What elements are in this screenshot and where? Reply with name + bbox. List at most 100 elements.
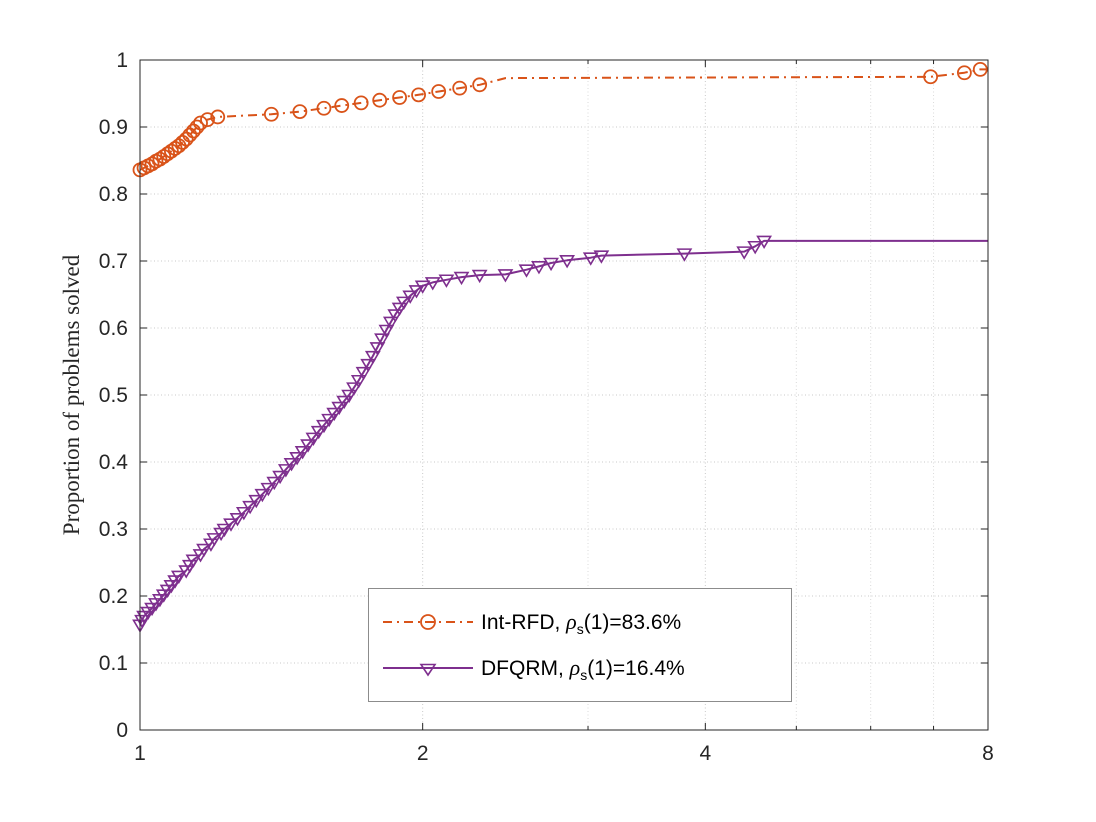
triangle-down-marker-icon [364,350,381,365]
triangle-down-marker-icon [408,285,425,299]
rho-subscript: s [576,621,584,638]
triangle-down-marker-icon [360,358,377,373]
circle-marker-icon [263,106,279,122]
triangle-down-marker-icon [266,476,283,491]
circle-marker-icon [210,109,226,125]
rho-subscript: s [580,667,588,684]
triangle-down-marker-icon [471,269,488,284]
triangle-down-marker-icon [229,512,246,527]
triangle-down-marker-icon [414,280,431,294]
triangle-down-marker-icon [341,389,358,404]
y-tick-label: 0.3 [99,518,128,541]
circle-marker-icon [163,143,179,159]
triangle-down-marker-icon [497,269,514,283]
circle-marker-icon [392,90,407,105]
triangle-down-marker-icon [294,445,311,460]
circle-marker-icon [411,87,426,103]
triangle-down-marker-icon [331,401,348,416]
legend-label-suffix: (1)=83.6% [583,611,682,634]
triangle-down-marker-icon [346,382,362,396]
circle-marker-icon [923,69,939,85]
triangle-down-marker-icon [387,309,404,323]
circle-marker-icon [156,149,172,164]
circle-marker-icon [292,104,308,119]
triangle-down-marker-icon [242,500,259,515]
circle-marker-icon [316,100,332,116]
circle-marker-icon [431,84,447,99]
legend-label-int-rfd: Int-RFD, ρs(1)=83.6% [481,609,682,638]
triangle-down-marker-icon [756,235,772,249]
legend-label-dfqrm: DFQRM, ρs(1)=16.4% [481,655,685,684]
triangle-down-marker-icon [593,250,610,264]
triangle-down-marker-icon [206,533,223,547]
legend-label-prefix: Int-RFD, [481,611,567,634]
triangle-down-marker-icon [424,277,441,291]
triangle-down-marker-icon [300,439,316,453]
circle-marker-icon [972,61,988,77]
triangle-down-marker-icon [378,324,395,339]
x-tick-label: 1 [134,742,146,765]
triangle-down-marker-icon [283,458,300,472]
triangle-down-marker-icon [747,240,764,255]
y-tick-label: 1 [116,49,128,72]
circle-marker-icon [353,95,369,111]
triangle-down-marker-icon [453,271,470,286]
triangle-down-marker-icon [316,419,332,434]
dfqrm-line-sample [383,663,473,677]
triangle-down-marker-icon [736,246,753,260]
triangle-down-marker-icon [248,494,265,509]
triangle-down-marker-icon [419,663,437,677]
circle-marker-icon [956,65,972,81]
triangle-down-marker-icon [196,543,212,558]
y-tick-label: 0.5 [99,384,128,407]
legend-label-suffix: (1)=16.4% [587,657,685,680]
legend-item-dfqrm: DFQRM, ρs(1)=16.4% [369,655,791,684]
y-tick-label: 0.9 [99,116,128,139]
circle-marker-icon [189,119,205,135]
triangle-down-marker-icon [402,290,419,304]
circle-marker-icon [452,80,468,96]
y-tick-label: 0.7 [99,250,128,273]
triangle-down-marker-icon [260,482,277,497]
circle-marker-icon [334,98,350,113]
triangle-down-marker-icon [531,261,547,275]
x-tick-label: 4 [699,742,711,765]
y-tick-label: 0.8 [99,183,128,206]
triangle-down-marker-icon [543,257,559,272]
triangle-down-marker-icon [369,342,386,356]
triangle-down-marker-icon [272,470,289,485]
triangle-down-marker-icon [395,296,412,310]
triangle-down-marker-icon [305,432,322,446]
triangle-down-marker-icon [170,570,187,584]
triangle-down-marker-icon [582,252,599,266]
rho-symbol: ρ [569,655,581,680]
circle-marker-icon [152,151,168,167]
triangle-down-marker-icon [277,464,294,478]
legend-label-prefix: DFQRM, [481,657,570,680]
y-tick-label: 0 [116,719,128,742]
triangle-down-marker-icon [382,316,399,331]
x-tick-label: 8 [982,742,994,765]
triangle-down-marker-icon [235,506,252,521]
triangle-down-marker-icon [336,395,353,410]
triangle-down-marker-icon [518,264,535,278]
triangle-down-marker-icon [254,488,271,503]
circle-marker-icon [372,92,388,108]
circle-marker-icon [200,112,215,128]
legend: Int-RFD, ρs(1)=83.6% DFQRM, ρs(1)=16.4% [368,588,792,702]
triangle-down-marker-icon [438,274,455,288]
series-line-int-rfd [139,68,988,171]
triangle-down-marker-icon [289,452,306,466]
triangle-down-marker-icon [350,374,367,389]
triangle-down-marker-icon [391,302,408,316]
triangle-down-marker-icon [355,366,372,381]
x-tick-label: 2 [417,742,429,765]
triangle-down-marker-icon [223,518,239,532]
series-line-dfqrm [139,239,988,626]
circle-marker-icon [182,127,198,143]
y-tick-label: 0.2 [99,585,128,608]
triangle-down-marker-icon [216,523,233,538]
triangle-down-marker-icon [676,248,693,262]
